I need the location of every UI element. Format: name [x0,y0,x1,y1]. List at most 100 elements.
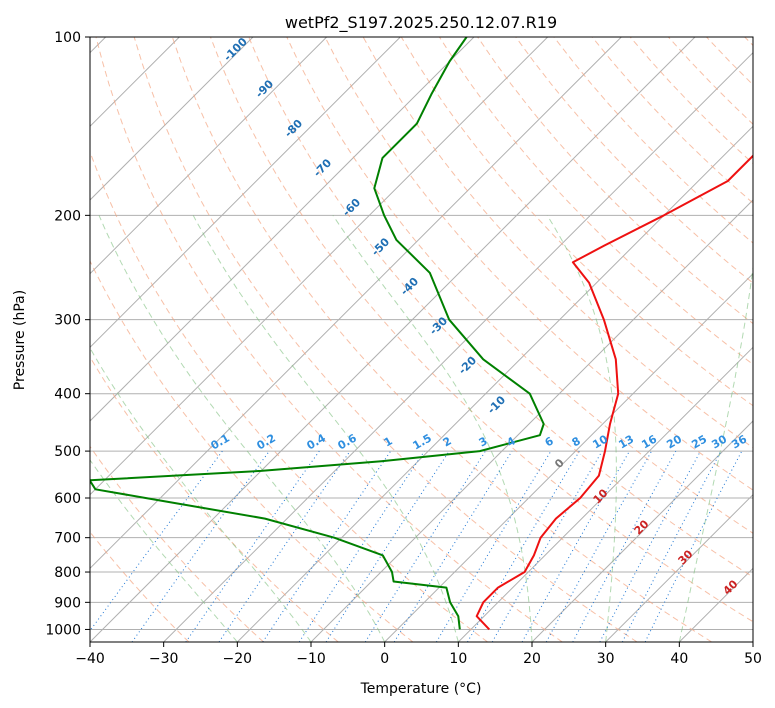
y-tick-label: 700 [54,531,81,547]
moist-adiabat-line [546,215,617,642]
mixing-ratio-label: 36 [729,432,749,451]
y-tick-label: 600 [54,491,81,507]
chart-title: wetPf2_S197.2025.250.12.07.R19 [285,13,557,33]
mixing-ratio-line [393,450,513,642]
dewpoint-line [90,37,545,630]
dry-adiabat-line [515,37,753,284]
mixing-ratio-line [185,450,320,642]
mixing-ratio-label: 16 [639,432,659,451]
dry-adiabat-line [90,150,488,642]
dry-adiabat-line [90,445,264,642]
isotherm-line [90,37,254,201]
y-tick-label: 100 [54,30,81,46]
x-axis-label: Temperature (°C) [360,681,482,697]
y-tick-label: 400 [54,387,81,403]
moist-adiabat-line [678,263,753,642]
moist-adiabat-label: 40 [721,577,741,597]
isotherm-line [605,493,753,642]
mixing-ratio-label: 20 [664,432,684,451]
isotherm-line [236,125,753,642]
mixing-ratio-line [90,450,223,632]
x-tick-label: −20 [223,651,253,667]
dry-adiabat-line [210,37,753,623]
y-tick-label: 800 [54,565,81,581]
dry-adiabat-line [438,37,753,366]
mixing-ratio-line [262,450,392,642]
x-tick-label: 40 [670,651,688,667]
dry-adiabat-line [133,37,638,642]
x-tick-label: 0 [380,651,389,667]
background-line-labels: -100-90-80-70-60-50-40-30-20-100.1 0.2 0.4… [209,35,750,598]
dry-adiabat-line [553,37,753,244]
background-lines [90,37,753,642]
mixing-ratio-line [218,450,351,642]
sounding-traces [90,37,753,631]
mixing-ratio-label: 0.1 [209,431,232,452]
dry-adiabat-label: -90 [253,77,276,100]
mixing-ratio-line [545,450,653,642]
dry-adiabat-label: -30 [427,314,450,337]
dry-adiabat-label: -10 [485,393,508,416]
isotherm-line [90,37,475,422]
mixing-ratio-label: 1 [382,434,395,449]
isotherm-line [90,37,622,570]
mixing-ratio-line [467,450,580,642]
plot-frame [89,36,754,643]
y-tick-label: 500 [54,444,81,460]
x-tick-label: −30 [149,651,179,667]
isotherm-line [90,37,328,275]
moist-adiabat-line [332,215,533,642]
dry-adiabat-line [95,37,563,642]
dry-adiabat-line [744,37,753,47]
mixing-ratio-line [131,450,270,642]
isotherm-line [384,272,753,642]
dry-adiabat-line [171,37,712,642]
y-tick-label: 300 [54,313,81,329]
mixing-ratio-label: 0.2 [255,431,278,452]
mixing-ratio-label: 13 [616,433,636,452]
isotherm-line [457,346,753,642]
mixing-ratio-line [325,450,450,642]
dry-adiabat-line [90,531,190,642]
mixing-ratio-line [435,450,552,642]
isotherm-line [531,420,753,642]
x-tick-label: 50 [744,651,762,667]
moist-adiabat-line [98,215,386,642]
dry-adiabat-line [286,37,753,534]
mixing-ratio-label: 8 [570,434,583,449]
x-tick-label: −40 [75,651,105,667]
axis-ticks: −40 −30 −20 −10 0 10 20 30 40 5010020030040050060… [45,30,762,667]
x-tick-label: 10 [449,651,467,667]
mixing-ratio-line [599,450,701,642]
x-tick-label: 30 [597,651,615,667]
dry-adiabat-line [90,356,339,642]
dry-adiabat-label: -80 [282,117,305,140]
moist-adiabat-label: 10 [591,486,611,506]
isotherm-line [678,567,753,642]
mixing-ratio-line [572,450,677,642]
x-tick-label: −10 [296,651,326,667]
mixing-ratio-label: 0.4 [305,431,329,452]
isotherm-line [90,37,401,349]
dry-adiabat-line [248,37,753,578]
isotherm-line [90,37,549,496]
moist-adiabat-label: 30 [676,547,696,567]
mixing-ratio-label: 25 [689,433,709,452]
y-tick-label: 900 [54,595,81,611]
dry-adiabat-line [324,37,753,491]
y-tick-label: 200 [54,208,81,224]
dry-adiabat-line [706,37,753,86]
moist-adiabat-label: 20 [632,517,652,537]
mixing-ratio-line [364,450,486,642]
dry-adiabat-label: -100 [221,35,250,64]
moist-adiabat-line [90,459,238,642]
dry-adiabat-label: -40 [398,275,421,298]
temperature-line [475,154,753,631]
y-axis-label: Pressure (hPa) [12,290,28,390]
mixing-ratio-line [298,450,425,642]
isotherm-line [752,641,753,642]
mixing-ratio-label: 6 [543,434,556,449]
y-tick-label: 1000 [45,622,81,638]
moist-adiabat-label: 0 [552,456,567,471]
